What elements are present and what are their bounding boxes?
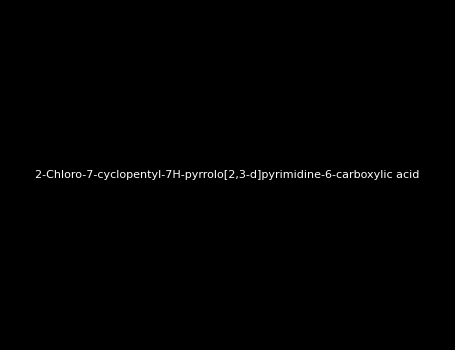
Text: 2-Chloro-7-cyclopentyl-7H-pyrrolo[2,3-d]pyrimidine-6-carboxylic acid: 2-Chloro-7-cyclopentyl-7H-pyrrolo[2,3-d]… <box>35 170 420 180</box>
